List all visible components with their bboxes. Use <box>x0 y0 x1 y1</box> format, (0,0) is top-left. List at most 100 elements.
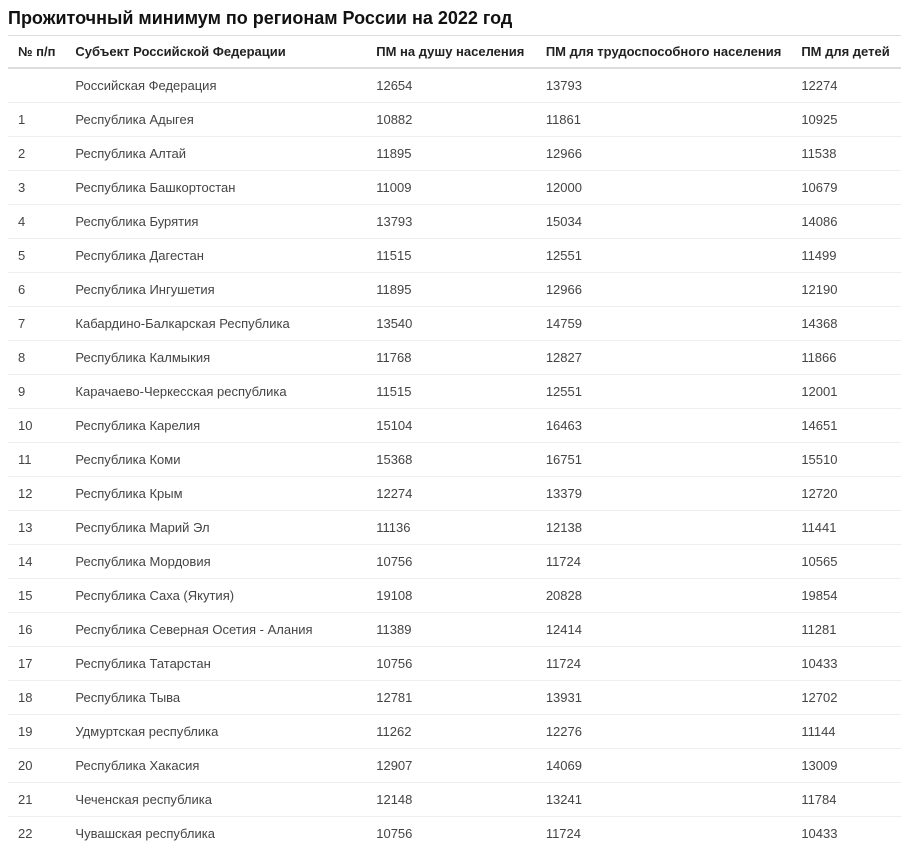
table-row: 17Республика Татарстан107561172410433 <box>8 647 901 681</box>
cell-num: 14 <box>8 545 65 579</box>
cell-num: 16 <box>8 613 65 647</box>
cell-pm1: 10756 <box>366 817 536 851</box>
cell-pm1: 15368 <box>366 443 536 477</box>
table-row: 6Республика Ингушетия118951296612190 <box>8 273 901 307</box>
cell-pm3: 10565 <box>791 545 901 579</box>
subsistence-table: № п/п Субъект Российской Федерации ПМ на… <box>8 35 901 850</box>
cell-pm2: 11724 <box>536 545 792 579</box>
cell-num: 8 <box>8 341 65 375</box>
cell-pm3: 11281 <box>791 613 901 647</box>
col-header-pm-trud: ПМ для трудоспособного населения <box>536 36 792 69</box>
cell-pm2: 16463 <box>536 409 792 443</box>
cell-pm2: 12827 <box>536 341 792 375</box>
cell-num: 10 <box>8 409 65 443</box>
cell-pm1: 11768 <box>366 341 536 375</box>
cell-region: Республика Мордовия <box>65 545 366 579</box>
cell-region: Республика Бурятия <box>65 205 366 239</box>
col-header-pm-dusha: ПМ на душу населения <box>366 36 536 69</box>
col-header-region: Субъект Российской Федерации <box>65 36 366 69</box>
cell-pm2: 13931 <box>536 681 792 715</box>
cell-region: Республика Татарстан <box>65 647 366 681</box>
cell-region: Республика Коми <box>65 443 366 477</box>
table-row: 2Республика Алтай118951296611538 <box>8 137 901 171</box>
table-row: 5Республика Дагестан115151255111499 <box>8 239 901 273</box>
cell-num: 3 <box>8 171 65 205</box>
cell-region: Удмуртская республика <box>65 715 366 749</box>
table-row: 19Удмуртская республика112621227611144 <box>8 715 901 749</box>
page-title: Прожиточный минимум по регионам России н… <box>8 8 901 29</box>
cell-pm2: 12276 <box>536 715 792 749</box>
cell-num: 17 <box>8 647 65 681</box>
cell-num: 4 <box>8 205 65 239</box>
cell-region: Российская Федерация <box>65 68 366 103</box>
table-row: 13Республика Марий Эл111361213811441 <box>8 511 901 545</box>
cell-region: Республика Дагестан <box>65 239 366 273</box>
cell-pm2: 12000 <box>536 171 792 205</box>
cell-pm2: 12551 <box>536 375 792 409</box>
cell-pm1: 10882 <box>366 103 536 137</box>
cell-num: 12 <box>8 477 65 511</box>
table-row: 15Республика Саха (Якутия)19108208281985… <box>8 579 901 613</box>
cell-pm2: 12551 <box>536 239 792 273</box>
cell-pm3: 11538 <box>791 137 901 171</box>
cell-pm2: 20828 <box>536 579 792 613</box>
cell-region: Кабардино-Балкарская Республика <box>65 307 366 341</box>
table-row: 4Республика Бурятия137931503414086 <box>8 205 901 239</box>
cell-num <box>8 68 65 103</box>
cell-pm2: 11861 <box>536 103 792 137</box>
cell-pm1: 11009 <box>366 171 536 205</box>
cell-pm3: 12190 <box>791 273 901 307</box>
cell-num: 5 <box>8 239 65 273</box>
cell-pm2: 15034 <box>536 205 792 239</box>
cell-pm1: 13793 <box>366 205 536 239</box>
cell-num: 2 <box>8 137 65 171</box>
cell-region: Республика Ингушетия <box>65 273 366 307</box>
cell-pm1: 10756 <box>366 647 536 681</box>
cell-pm3: 14368 <box>791 307 901 341</box>
cell-pm1: 12148 <box>366 783 536 817</box>
cell-num: 21 <box>8 783 65 817</box>
cell-pm1: 11515 <box>366 239 536 273</box>
cell-pm3: 13009 <box>791 749 901 783</box>
cell-num: 22 <box>8 817 65 851</box>
cell-region: Республика Адыгея <box>65 103 366 137</box>
cell-pm3: 14086 <box>791 205 901 239</box>
cell-region: Республика Крым <box>65 477 366 511</box>
cell-num: 1 <box>8 103 65 137</box>
table-row: 18Республика Тыва127811393112702 <box>8 681 901 715</box>
cell-pm3: 12702 <box>791 681 901 715</box>
cell-num: 7 <box>8 307 65 341</box>
cell-num: 9 <box>8 375 65 409</box>
table-row: 22Чувашская республика107561172410433 <box>8 817 901 851</box>
cell-pm3: 10925 <box>791 103 901 137</box>
table-row: 21Чеченская республика121481324111784 <box>8 783 901 817</box>
table-row: 1Республика Адыгея108821186110925 <box>8 103 901 137</box>
table-row: 8Республика Калмыкия117681282711866 <box>8 341 901 375</box>
cell-pm3: 11144 <box>791 715 901 749</box>
table-row: 10Республика Карелия151041646314651 <box>8 409 901 443</box>
cell-pm2: 11724 <box>536 817 792 851</box>
cell-pm1: 10756 <box>366 545 536 579</box>
cell-region: Карачаево-Черкесская республика <box>65 375 366 409</box>
table-row: 11Республика Коми153681675115510 <box>8 443 901 477</box>
cell-region: Республика Марий Эл <box>65 511 366 545</box>
cell-pm3: 19854 <box>791 579 901 613</box>
cell-pm2: 12138 <box>536 511 792 545</box>
cell-pm3: 12720 <box>791 477 901 511</box>
cell-pm1: 12907 <box>366 749 536 783</box>
cell-pm3: 10433 <box>791 647 901 681</box>
cell-pm3: 14651 <box>791 409 901 443</box>
cell-pm1: 11895 <box>366 137 536 171</box>
cell-pm2: 14759 <box>536 307 792 341</box>
table-body: Российская Федерация1265413793122741Респ… <box>8 68 901 850</box>
cell-region: Чувашская республика <box>65 817 366 851</box>
table-row: 9Карачаево-Черкесская республика11515125… <box>8 375 901 409</box>
table-row: 3Республика Башкортостан110091200010679 <box>8 171 901 205</box>
cell-pm3: 10679 <box>791 171 901 205</box>
cell-region: Республика Алтай <box>65 137 366 171</box>
cell-num: 13 <box>8 511 65 545</box>
cell-pm1: 11515 <box>366 375 536 409</box>
table-row: 16Республика Северная Осетия - Алания113… <box>8 613 901 647</box>
cell-region: Республика Хакасия <box>65 749 366 783</box>
cell-region: Республика Карелия <box>65 409 366 443</box>
